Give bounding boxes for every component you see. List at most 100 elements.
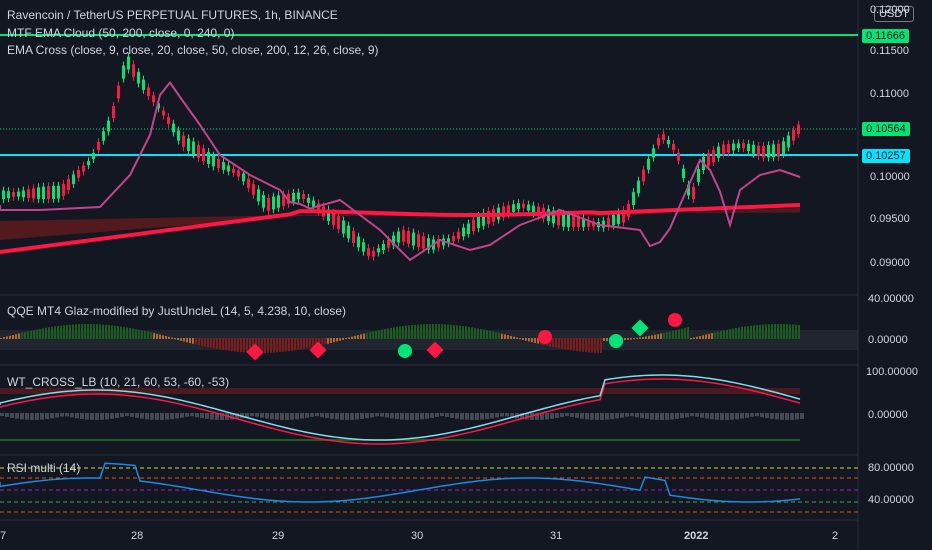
wt-hist — [505, 413, 509, 417]
candle-body — [42, 186, 45, 200]
wt-hist — [230, 413, 234, 420]
qqe-bar — [261, 338, 263, 353]
wt-hist — [735, 413, 739, 420]
qqe-bar — [786, 324, 788, 339]
qqe-bar — [111, 325, 113, 339]
qqe-bar — [366, 332, 368, 339]
qqe-bar — [237, 338, 239, 352]
wt-hist — [215, 413, 219, 420]
qqe-bar — [654, 334, 656, 339]
qqe-bar — [213, 338, 215, 349]
currency-badge[interactable]: USDT — [874, 6, 914, 22]
qqe-bar — [225, 338, 227, 351]
wt-hist — [80, 413, 84, 420]
qqe-bar — [411, 325, 413, 339]
qqe-bar — [120, 326, 122, 339]
wt-hist — [355, 413, 359, 420]
qqe-bar — [207, 338, 209, 348]
qqe-bar — [603, 338, 605, 341]
qqe-bar — [519, 338, 521, 340]
candle-body — [27, 189, 30, 198]
wt-hist — [435, 413, 439, 417]
ema-50-line — [0, 80, 801, 262]
wt-hist — [485, 413, 489, 420]
wt-hist — [650, 413, 654, 420]
candle-body — [22, 190, 25, 198]
candle-body — [17, 191, 20, 197]
qqe-bar — [522, 338, 524, 340]
candle-body — [577, 217, 580, 228]
wt-hist — [785, 413, 789, 420]
wt-hist — [20, 413, 24, 420]
wt-hist — [345, 413, 349, 420]
qqe-bar — [408, 325, 410, 339]
candle-body — [572, 215, 575, 228]
qqe-bar — [711, 333, 713, 339]
candle-body — [552, 210, 555, 224]
qqe-bar — [369, 332, 371, 339]
indicator-ema-cross[interactable]: EMA Cross (close, 9, close, 20, close, 5… — [7, 43, 379, 57]
qqe-bar — [240, 338, 242, 353]
candle-body — [242, 173, 245, 182]
candle-body — [747, 143, 750, 151]
qqe-bar — [552, 338, 554, 348]
qqe-bar — [129, 327, 131, 339]
wt-hist — [15, 413, 19, 419]
qqe-bar — [501, 333, 503, 339]
wt-hist — [260, 413, 264, 418]
qqe-bar — [162, 335, 164, 339]
qqe-bar — [759, 324, 761, 339]
qqe-bar — [780, 324, 782, 339]
candle-body — [257, 189, 260, 202]
candle-body — [227, 165, 230, 172]
qqe-bar — [78, 324, 80, 339]
candle-body — [387, 239, 390, 248]
wt-hist — [525, 413, 529, 420]
qqe-bar — [477, 328, 479, 339]
qqe-panel-title[interactable]: QQE MT4 Glaz-modified by JustUncleL (14,… — [7, 304, 347, 318]
qqe-bar — [42, 328, 44, 339]
wt-hist — [200, 413, 204, 419]
rsi-panel-title[interactable]: RSI multi (14) — [7, 461, 81, 475]
qqe-bar — [771, 324, 773, 339]
qqe-bar — [138, 329, 140, 339]
candle-body — [567, 214, 570, 228]
wt-hist — [740, 413, 744, 419]
wt-hist — [255, 413, 259, 417]
qqe-bar — [723, 330, 725, 339]
qqe-bar — [504, 334, 506, 339]
wt-hist — [155, 413, 159, 420]
qqe-bar — [21, 332, 23, 339]
wt-panel-title[interactable]: WT_CROSS_LB (10, 21, 60, 53, -60, -53) — [7, 375, 230, 389]
price-tag-support: 0.10257 — [862, 149, 910, 163]
qqe-bar — [717, 331, 719, 339]
candle-body — [202, 148, 205, 161]
candle-body — [512, 204, 515, 212]
wt-hist — [375, 413, 379, 417]
qqe-bar — [561, 338, 563, 349]
qqe-signal-dot — [609, 334, 623, 348]
qqe-bar — [594, 338, 596, 353]
wt-hist — [270, 413, 274, 420]
qqe-bar — [687, 327, 689, 339]
wt-hist — [775, 413, 779, 420]
wt-hist — [360, 413, 364, 420]
wt-main-line — [0, 374, 801, 441]
candle-body — [652, 148, 655, 158]
candle-body — [757, 145, 760, 157]
qqe-bar — [510, 335, 512, 339]
qqe-bar — [9, 335, 11, 339]
qqe-bar — [426, 324, 428, 339]
qqe-bar — [15, 334, 17, 339]
qqe-bar — [597, 338, 599, 353]
wt-hist — [600, 413, 604, 420]
wt-hist — [715, 413, 719, 420]
candle-body — [272, 196, 275, 210]
qqe-tick: 0.00000 — [868, 334, 908, 346]
indicator-mtf-ema-cloud[interactable]: MTF EMA Cloud (50, 200, close, 0, 240, 0… — [7, 26, 235, 40]
qqe-bar — [774, 324, 776, 339]
wt-hist — [755, 413, 759, 417]
chart-title: Ravencoin / TetherUS PERPETUAL FUTURES, … — [7, 8, 338, 22]
qqe-bar — [633, 338, 635, 340]
